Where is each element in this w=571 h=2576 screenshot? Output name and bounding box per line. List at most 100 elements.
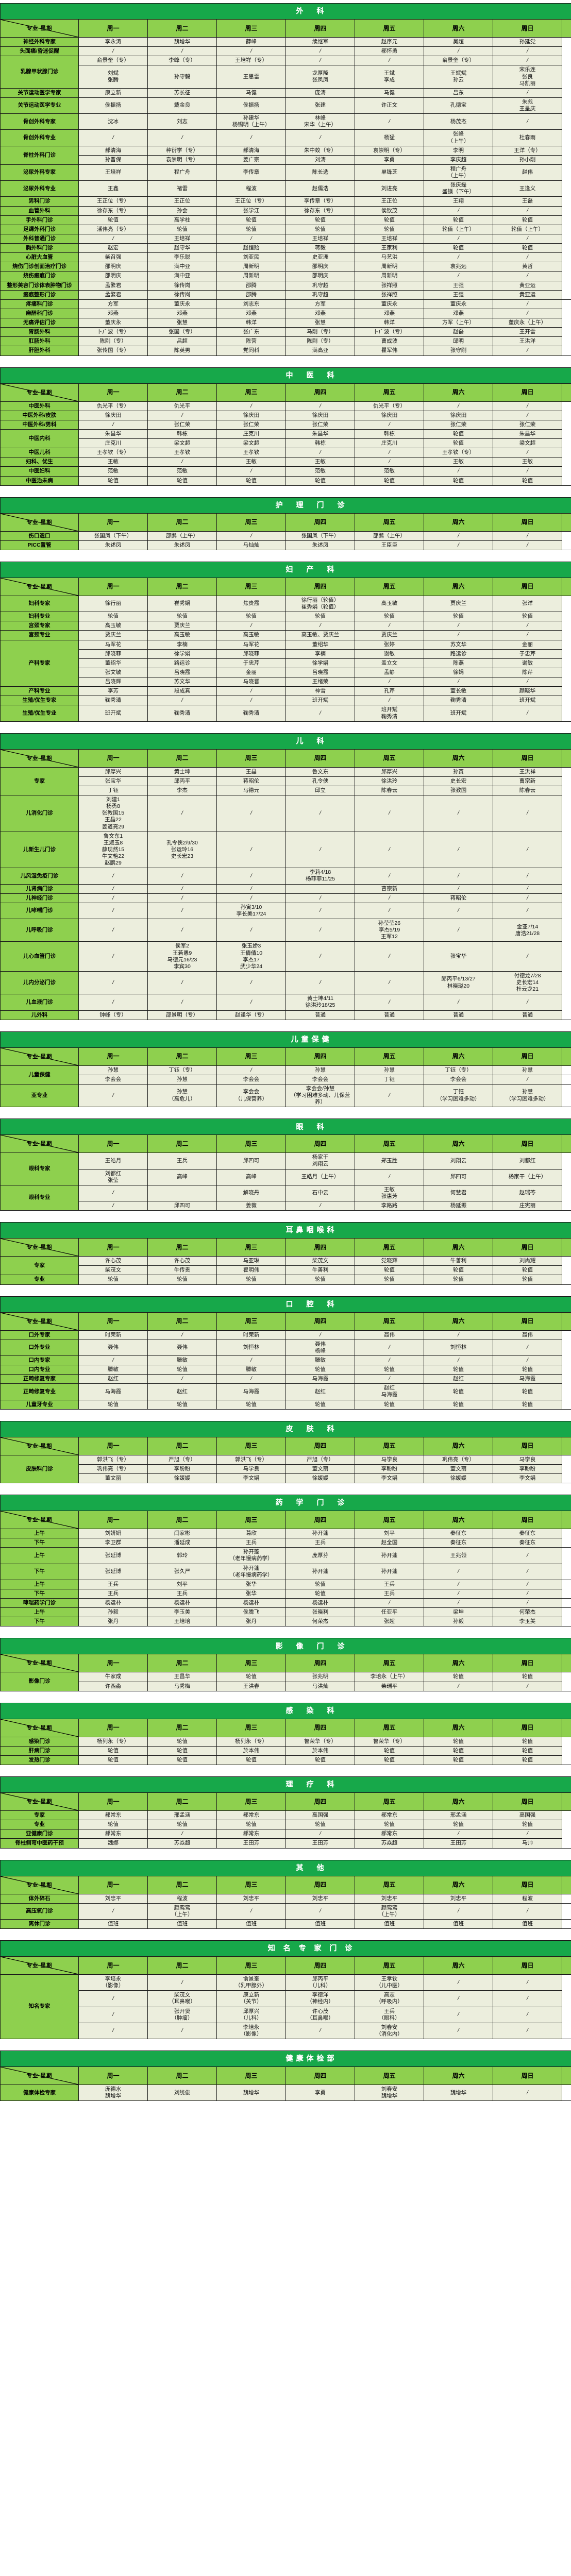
table-header-row: 专业 星期 周一周二周三周四周五周六周日诊室位置 bbox=[0, 1718, 571, 1737]
location-cell: 门诊三楼西南 bbox=[562, 1919, 571, 1929]
schedule-cell-d3: 赵逢华（专） bbox=[216, 1010, 286, 1020]
day-header-2: 周二 bbox=[147, 383, 217, 402]
schedule-cell-d2: 孔令侠2/9/30 张运玲16 史长宏23 bbox=[147, 831, 217, 869]
schedule-cell-d6: 秦征东 bbox=[424, 1528, 493, 1539]
table-row: 下午 王兵 王兵 张华 轮值 王兵 / / bbox=[0, 1588, 571, 1599]
schedule-table: 影 像 门 诊专业 星期 周一周二周三周四周五周六周日诊室位置影像门诊牛家成王昌华… bbox=[0, 1638, 571, 1691]
schedule-cell-d1: 贾庆兰 bbox=[78, 630, 148, 640]
location-cell: 内科系大楼二层 bbox=[561, 2084, 571, 2102]
schedule-cell-d4: / bbox=[286, 941, 355, 972]
schedule-cell-d5: 王兵 bbox=[355, 1588, 424, 1599]
schedule-cell-d6: / bbox=[424, 1355, 493, 1366]
schedule-cell-d3: 韩洋 bbox=[216, 317, 286, 328]
schedule-cell-d5: 李文娟 bbox=[355, 1473, 424, 1484]
corner-label: 专业 星期 bbox=[26, 519, 53, 526]
specialty-label: 感染门诊 bbox=[0, 1736, 79, 1747]
schedule-cell-d4: 轮值 bbox=[286, 1399, 355, 1410]
schedule-cell-d5: 董庆永 bbox=[355, 299, 424, 309]
schedule-cell-d7: / bbox=[493, 401, 562, 411]
schedule-cell-d2: / bbox=[147, 46, 217, 57]
schedule-cell-d2: 朱述凤 bbox=[147, 540, 217, 550]
schedule-cell-d5: 仇光平（专） bbox=[355, 401, 424, 411]
schedule-cell-d4: 马洪灿 bbox=[286, 1681, 355, 1691]
table-row: 肝病门诊 轮值 轮值 於本伟 於本伟 轮值 轮值 轮值 bbox=[0, 1745, 571, 1756]
corner-header: 专业 星期 bbox=[0, 1047, 79, 1066]
schedule-cell-d7: / bbox=[493, 1990, 562, 2007]
schedule-cell-d2: 邱丙平 bbox=[147, 776, 217, 786]
schedule-cell-d1: 陈刚（专） bbox=[78, 336, 148, 347]
location-header: 诊室位置 bbox=[562, 1134, 571, 1154]
schedule-cell-d2: 颜鸾鸾 （上午） bbox=[147, 1903, 217, 1920]
schedule-table: 口 腔 科专业 星期周一周二周三周四周五周六周日诊室位置口外专家时荣新/时荣新/… bbox=[0, 1296, 571, 1410]
table-row: 下午 张丹 王培培 张丹 何荣杰 张超 孙毅 李玉美 bbox=[0, 1617, 571, 1627]
schedule-cell-d4: 邱丙平 （儿科） bbox=[286, 1974, 355, 1991]
day-header-3: 周三 bbox=[216, 1718, 286, 1737]
section-banner: 儿童保健 bbox=[0, 1031, 571, 1048]
section-15: 知 名 专 家 门 诊专业 星期 周一周二周三周四周五周六周日诊室位置知名专家李培… bbox=[0, 1940, 571, 2040]
schedule-cell-d1: 张文敏 bbox=[78, 667, 148, 678]
schedule-cell-d5: 张婷 bbox=[355, 639, 424, 650]
schedule-cell-d3: 马亚琳 bbox=[216, 1256, 286, 1266]
schedule-cell-d6: 刘恒林 bbox=[424, 1339, 493, 1356]
schedule-cell-d1: 董文丽 bbox=[78, 1473, 148, 1484]
schedule-cell-d4: 张慧 bbox=[286, 317, 355, 328]
section-gap bbox=[0, 485, 571, 497]
table-row: 中医妇科 范敏 范敏 / 范敏 范敏 / / bbox=[0, 466, 571, 477]
schedule-cell-d3: 轮值 bbox=[216, 476, 286, 486]
corner-label: 专业 星期 bbox=[26, 1517, 53, 1523]
schedule-cell-d4: / bbox=[286, 46, 355, 57]
section-0: 外 科专业 星期 周一周二周三周四周五周六周日诊室位置神经外科专家李永涛魏增华薛峰… bbox=[0, 3, 571, 356]
schedule-cell-d5: / bbox=[355, 941, 424, 972]
day-header-4: 周四 bbox=[286, 1047, 355, 1066]
schedule-cell-d3: 王洪春 bbox=[216, 1681, 286, 1691]
schedule-cell-d2: 许心茂 bbox=[147, 1256, 217, 1266]
schedule-cell-d3: 庄克川 bbox=[216, 429, 286, 439]
day-header-3: 周三 bbox=[216, 1654, 286, 1673]
location-cell-empty bbox=[561, 1074, 571, 1084]
schedule-cell-d2: 王兵 bbox=[147, 1588, 217, 1599]
schedule-cell-d1: 郝清海 bbox=[78, 145, 148, 156]
schedule-cell-d4: 朱昌华 bbox=[286, 429, 355, 439]
table-row: 专家邱厚兴黄士坤王晶鲁文东邱厚兴孙寅王洪祥门诊三层 bbox=[0, 767, 571, 1020]
schedule-cell-d7: / bbox=[493, 1355, 562, 1366]
schedule-cell-d6: / bbox=[424, 1330, 493, 1340]
section-title: 护 理 门 诊 bbox=[0, 497, 571, 514]
schedule-cell-d7: 轮值 bbox=[493, 1820, 562, 1830]
schedule-cell-d1: 王培祥 bbox=[78, 164, 148, 181]
schedule-cell-d4: 巩守超 bbox=[286, 280, 355, 291]
schedule-cell-d6: / bbox=[424, 1588, 493, 1599]
schedule-cell-d4: 鲁荣华（专） bbox=[286, 1736, 355, 1747]
schedule-cell-d6: 轮值 bbox=[424, 1265, 493, 1276]
day-header-1: 周一 bbox=[78, 1047, 148, 1066]
day-header-1: 周一 bbox=[78, 1312, 148, 1331]
schedule-cell-d1: 孙晋保 bbox=[78, 155, 148, 165]
specialty-label: 上午 bbox=[0, 1528, 79, 1539]
location-header: 诊室位置 bbox=[561, 1511, 571, 1529]
schedule-cell-d3: 轮值 bbox=[216, 1275, 286, 1285]
schedule-cell-d7: 杜春雨 bbox=[493, 129, 562, 146]
day-header-7: 周日 bbox=[493, 1312, 562, 1331]
schedule-cell-d1: / bbox=[78, 868, 148, 885]
schedule-cell-d7: 值班 bbox=[493, 1919, 562, 1929]
day-header-1: 周一 bbox=[78, 577, 148, 596]
schedule-cell-d1: 许心茂 bbox=[78, 1256, 148, 1266]
schedule-cell-d7: / bbox=[493, 56, 562, 66]
schedule-cell-d6: 王孝钦（专） bbox=[424, 448, 493, 458]
schedule-cell-d7: 曹宗新 bbox=[493, 776, 562, 786]
day-header-5: 周五 bbox=[355, 19, 424, 38]
location-cell: 门诊楼西院 bbox=[562, 1903, 571, 1920]
schedule-cell-d5: 王臣臣 bbox=[355, 540, 424, 550]
schedule-cell-d4: 邱立 bbox=[286, 785, 355, 796]
specialty-label: 下午 bbox=[0, 1617, 79, 1627]
schedule-cell-d7: 何荣杰 bbox=[493, 1607, 562, 1618]
schedule-cell-d3: 张广东 bbox=[216, 327, 286, 337]
day-header-4: 周四 bbox=[286, 1238, 355, 1257]
table-row: 皮肤科门诊郭洪飞（专）严旭（专）郭洪飞（专）严旭（专）马学良巩伟亮（专）马学良门… bbox=[0, 1454, 571, 1484]
schedule-table: 药 学 门 诊专业 星期周一周二周三周四周五周六周日诊室位置上午刘妍妍闫家彬葛欣… bbox=[0, 1495, 571, 1627]
schedule-cell-d7: 王洪祥 bbox=[493, 767, 562, 777]
schedule-cell-d5: 邱厚兴 bbox=[355, 767, 424, 777]
schedule-cell-d4: 石中云 bbox=[286, 1184, 355, 1202]
day-header-5: 周五 bbox=[355, 2066, 424, 2085]
schedule-cell-d1: 柴召强 bbox=[78, 252, 148, 263]
